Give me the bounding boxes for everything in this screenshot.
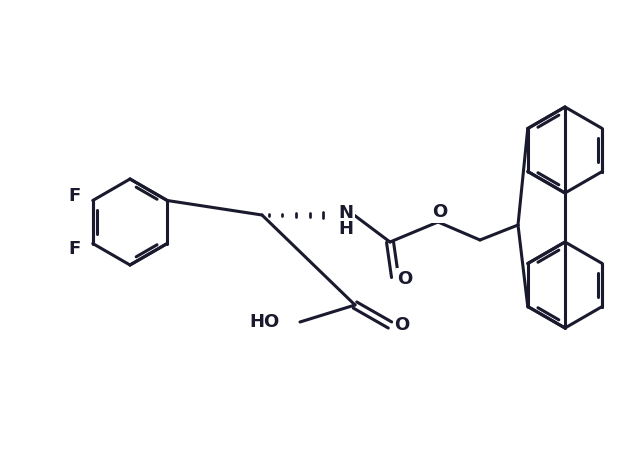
Text: O: O <box>433 203 447 221</box>
Text: F: F <box>68 240 81 258</box>
Text: O: O <box>397 270 413 288</box>
Text: HO: HO <box>250 313 280 331</box>
Text: N: N <box>339 204 353 222</box>
Text: O: O <box>394 316 410 334</box>
Text: F: F <box>68 187 81 204</box>
Text: H: H <box>339 220 353 238</box>
